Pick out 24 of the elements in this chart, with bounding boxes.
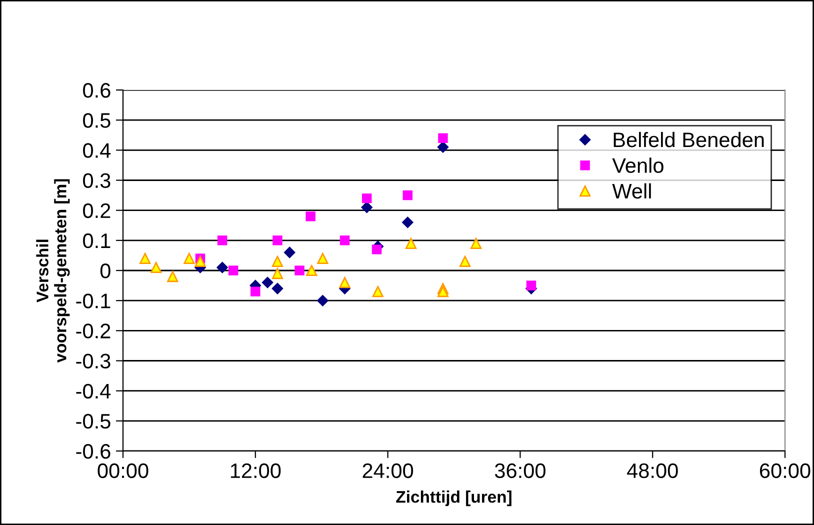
x-tick-label: 60:00 bbox=[760, 463, 810, 478]
y-tick-label: -0.4 bbox=[76, 384, 111, 399]
y-tick-label: -0.1 bbox=[76, 294, 110, 308]
y-tick-label: -0.2 bbox=[76, 324, 110, 338]
x-tick-label: 36:00 bbox=[494, 463, 546, 478]
x-tick-label: 00:00 bbox=[98, 463, 148, 478]
y-tick-label: -0.6 bbox=[76, 444, 110, 459]
x-axis-title: Zichttijd [uren] bbox=[396, 490, 512, 506]
y-tick-label: 0.1 bbox=[83, 233, 110, 248]
y-tick-label: 0.4 bbox=[83, 143, 111, 158]
legend-label: Venlo bbox=[612, 158, 664, 173]
y-tick-label: 0.6 bbox=[83, 83, 110, 98]
y-tick-label: -0.5 bbox=[76, 414, 110, 429]
y-tick-label: 0 bbox=[100, 264, 110, 278]
y-axis-title: Verschil voorspeld-gemeten [m] bbox=[36, 179, 70, 363]
y-tick-label: 0.3 bbox=[83, 173, 110, 188]
y-tick-label: 0.2 bbox=[83, 203, 110, 218]
y-tick-label: -0.3 bbox=[76, 354, 110, 369]
x-tick-label: 48:00 bbox=[627, 463, 678, 478]
legend-label: Well bbox=[612, 183, 651, 199]
y-tick-label: 0.5 bbox=[83, 113, 110, 128]
legend-label: Belfeld Beneden bbox=[614, 132, 764, 148]
x-tick-label: 12:00 bbox=[230, 463, 281, 478]
x-tick-label: 24:00 bbox=[362, 463, 414, 478]
